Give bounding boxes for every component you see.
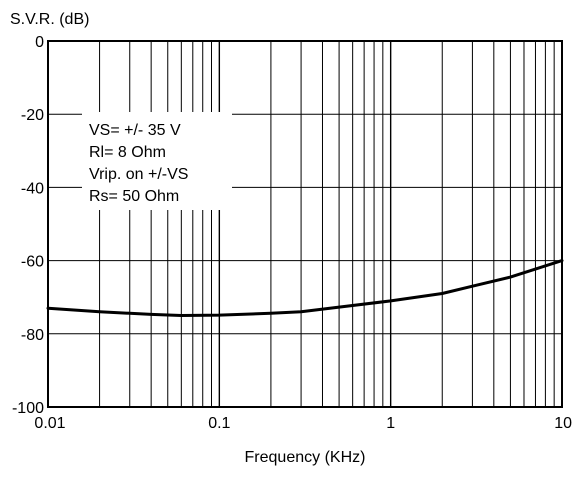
annotation-line-1: VS= +/- 35 V bbox=[89, 122, 181, 139]
annotation-line-3: Vrip. on +/-VS bbox=[89, 166, 188, 183]
y-tick-label: -100 bbox=[12, 400, 44, 417]
annotation-line-2: Rl= 8 Ohm bbox=[89, 144, 166, 161]
annotation-line-4: Rs= 50 Ohm bbox=[89, 188, 179, 205]
series-line-1 bbox=[46, 259, 564, 317]
x-tick-label: 0.01 bbox=[34, 415, 65, 432]
y-tick-label: 0 bbox=[35, 34, 44, 51]
plot-frame bbox=[47, 40, 563, 408]
y-tick-label: -20 bbox=[21, 107, 44, 124]
y-tick-label: -80 bbox=[21, 327, 44, 344]
y-axis-title: S.V.R. (dB) bbox=[10, 11, 89, 28]
x-tick-label: 1 bbox=[386, 415, 395, 432]
y-tick-label: -60 bbox=[21, 254, 44, 271]
x-tick-label: 0.1 bbox=[208, 415, 230, 432]
annotation-box: VS= +/- 35 V Rl= 8 Ohm Vrip. on +/-VS Rs… bbox=[82, 112, 232, 210]
y-tick-label: -40 bbox=[21, 180, 44, 197]
annotation-background bbox=[82, 112, 232, 210]
grid bbox=[48, 41, 562, 407]
series-layer bbox=[46, 259, 564, 317]
x-axis-title: Frequency (KHz) bbox=[245, 449, 366, 466]
x-tick-label: 10 bbox=[554, 415, 572, 432]
